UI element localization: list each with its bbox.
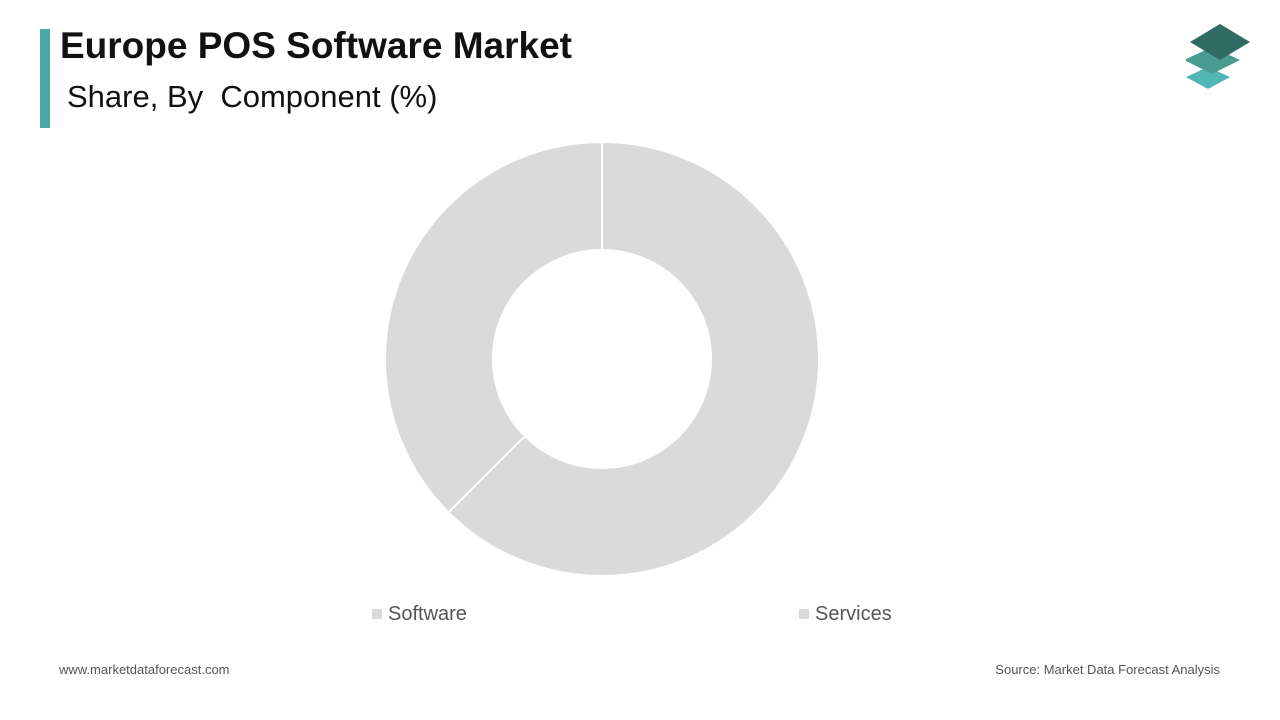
legend-label-software: Software <box>388 602 467 625</box>
layered-stack-icon <box>1186 24 1250 89</box>
donut-slice-services <box>384 140 603 514</box>
legend-label-services: Services <box>815 602 892 625</box>
footer-source: Source: Market Data Forecast Analysis <box>995 662 1220 677</box>
donut-chart <box>384 140 820 577</box>
title-accent-bar <box>40 29 50 128</box>
page-title: Europe POS Software Market <box>60 25 572 66</box>
logo-layer-bottom <box>1186 67 1230 89</box>
page-subtitle: Share, By Component (%) <box>67 79 438 114</box>
legend-swatch-services <box>799 609 809 619</box>
legend-item-services: Services <box>799 602 892 626</box>
legend-swatch-software <box>372 609 382 619</box>
footer-website[interactable]: www.marketdataforecast.com <box>59 662 230 677</box>
donut-slice-software <box>447 140 820 577</box>
logo-layer-top <box>1190 24 1250 60</box>
legend-item-software: Software <box>372 602 467 626</box>
